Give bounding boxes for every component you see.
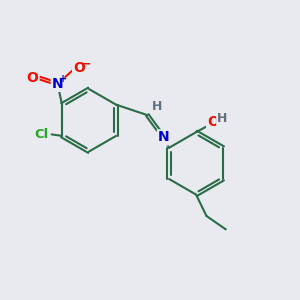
Text: N: N bbox=[52, 77, 63, 91]
Text: −: − bbox=[80, 58, 91, 70]
Text: H: H bbox=[152, 100, 162, 113]
Text: O: O bbox=[73, 61, 85, 74]
Text: Cl: Cl bbox=[34, 128, 48, 141]
Text: O: O bbox=[207, 116, 219, 129]
Text: O: O bbox=[27, 71, 39, 85]
Text: +: + bbox=[58, 74, 67, 84]
Text: H: H bbox=[217, 112, 227, 125]
Text: N: N bbox=[158, 130, 170, 144]
